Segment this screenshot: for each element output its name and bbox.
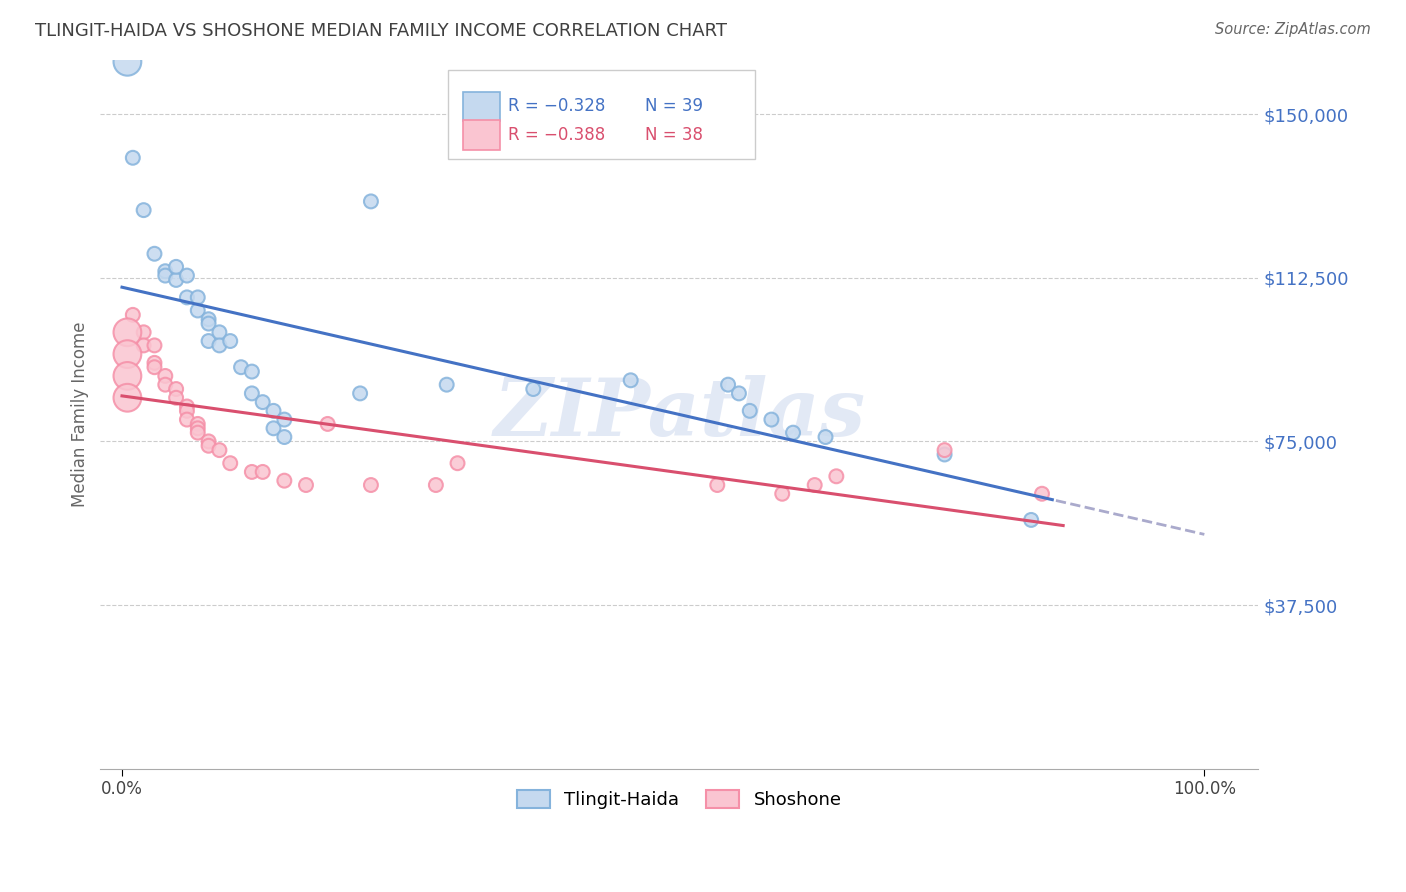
Point xyxy=(155,368,177,383)
Point xyxy=(252,395,274,409)
Point xyxy=(187,290,209,304)
Point xyxy=(176,404,198,418)
Point xyxy=(197,434,219,449)
Point xyxy=(273,430,295,444)
Point xyxy=(117,54,139,69)
Point xyxy=(176,290,198,304)
Point xyxy=(620,373,643,387)
Point xyxy=(273,412,295,426)
Point xyxy=(349,386,371,401)
Point xyxy=(240,365,263,379)
Point xyxy=(219,456,242,470)
Point xyxy=(155,264,177,278)
Point xyxy=(132,203,155,218)
Text: R = −0.388: R = −0.388 xyxy=(508,126,605,144)
Point xyxy=(263,421,285,435)
Point xyxy=(143,246,166,260)
Point xyxy=(934,448,956,462)
Point xyxy=(121,308,143,322)
Point xyxy=(132,326,155,340)
Point xyxy=(814,430,837,444)
Point xyxy=(263,404,285,418)
Point xyxy=(117,391,139,405)
Point xyxy=(360,194,382,209)
Y-axis label: Median Family Income: Median Family Income xyxy=(72,321,89,507)
Point xyxy=(803,478,825,492)
Point xyxy=(522,382,544,396)
Point xyxy=(229,360,252,375)
Point xyxy=(132,338,155,352)
Point xyxy=(176,400,198,414)
Text: TLINGIT-HAIDA VS SHOSHONE MEDIAN FAMILY INCOME CORRELATION CHART: TLINGIT-HAIDA VS SHOSHONE MEDIAN FAMILY … xyxy=(35,22,727,40)
Point xyxy=(143,360,166,375)
Point xyxy=(761,412,783,426)
Point xyxy=(176,412,198,426)
Point xyxy=(208,443,231,458)
Point xyxy=(1019,513,1042,527)
Point xyxy=(1031,487,1053,501)
Text: ZIPatlas: ZIPatlas xyxy=(494,376,866,453)
Point xyxy=(121,151,143,165)
Legend: Tlingit-Haida, Shoshone: Tlingit-Haida, Shoshone xyxy=(510,782,849,816)
Point xyxy=(143,356,166,370)
Point xyxy=(197,439,219,453)
Point xyxy=(187,425,209,440)
Point xyxy=(273,474,295,488)
Point xyxy=(425,478,447,492)
Point xyxy=(155,377,177,392)
Point xyxy=(738,404,761,418)
Point xyxy=(165,382,187,396)
Point xyxy=(240,465,263,479)
Text: Source: ZipAtlas.com: Source: ZipAtlas.com xyxy=(1215,22,1371,37)
Point xyxy=(117,347,139,361)
Point xyxy=(934,443,956,458)
FancyBboxPatch shape xyxy=(463,92,501,121)
Point xyxy=(197,334,219,348)
FancyBboxPatch shape xyxy=(447,70,755,159)
Text: N = 38: N = 38 xyxy=(645,126,703,144)
Point xyxy=(117,368,139,383)
Point xyxy=(316,417,339,431)
Point xyxy=(143,338,166,352)
Point xyxy=(197,312,219,326)
Point xyxy=(165,273,187,287)
Point xyxy=(240,386,263,401)
Point xyxy=(446,456,468,470)
Point xyxy=(208,326,231,340)
Point xyxy=(117,326,139,340)
Point xyxy=(187,421,209,435)
Point xyxy=(155,268,177,283)
Point xyxy=(717,377,740,392)
Point xyxy=(252,465,274,479)
Point xyxy=(825,469,848,483)
Point xyxy=(165,260,187,274)
Point xyxy=(360,478,382,492)
Point xyxy=(208,338,231,352)
Point xyxy=(187,303,209,318)
Point xyxy=(436,377,458,392)
Point xyxy=(165,391,187,405)
Point xyxy=(770,487,793,501)
Text: R = −0.328: R = −0.328 xyxy=(508,97,606,115)
FancyBboxPatch shape xyxy=(463,120,501,150)
Point xyxy=(782,425,804,440)
Point xyxy=(295,478,318,492)
Point xyxy=(728,386,751,401)
Point xyxy=(176,268,198,283)
Point xyxy=(706,478,728,492)
Point xyxy=(197,317,219,331)
Text: N = 39: N = 39 xyxy=(645,97,703,115)
Point xyxy=(187,417,209,431)
Point xyxy=(219,334,242,348)
